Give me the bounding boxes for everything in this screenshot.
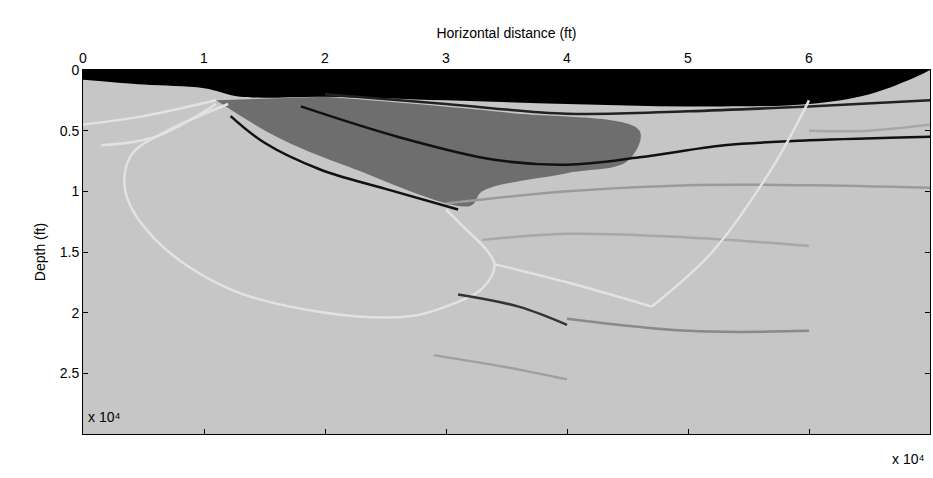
svg-text:x 10⁴: x 10⁴ (892, 451, 924, 467)
svg-text:5: 5 (684, 50, 692, 66)
svg-text:1: 1 (71, 183, 79, 199)
svg-text:0: 0 (71, 62, 79, 78)
svg-text:3: 3 (442, 50, 450, 66)
svg-text:2: 2 (71, 305, 79, 321)
svg-text:1.5: 1.5 (60, 244, 80, 260)
svg-text:4: 4 (563, 50, 571, 66)
svg-text:0.5: 0.5 (60, 123, 80, 139)
svg-text:1: 1 (200, 50, 208, 66)
svg-text:2: 2 (321, 50, 329, 66)
svg-text:Horizontal distance (ft): Horizontal distance (ft) (436, 25, 576, 41)
svg-text:x 10⁴: x 10⁴ (88, 409, 120, 425)
svg-text:0: 0 (79, 50, 87, 66)
svg-text:2.5: 2.5 (60, 365, 80, 381)
svg-text:6: 6 (805, 50, 813, 66)
svg-text:Depth (ft): Depth (ft) (32, 223, 48, 281)
